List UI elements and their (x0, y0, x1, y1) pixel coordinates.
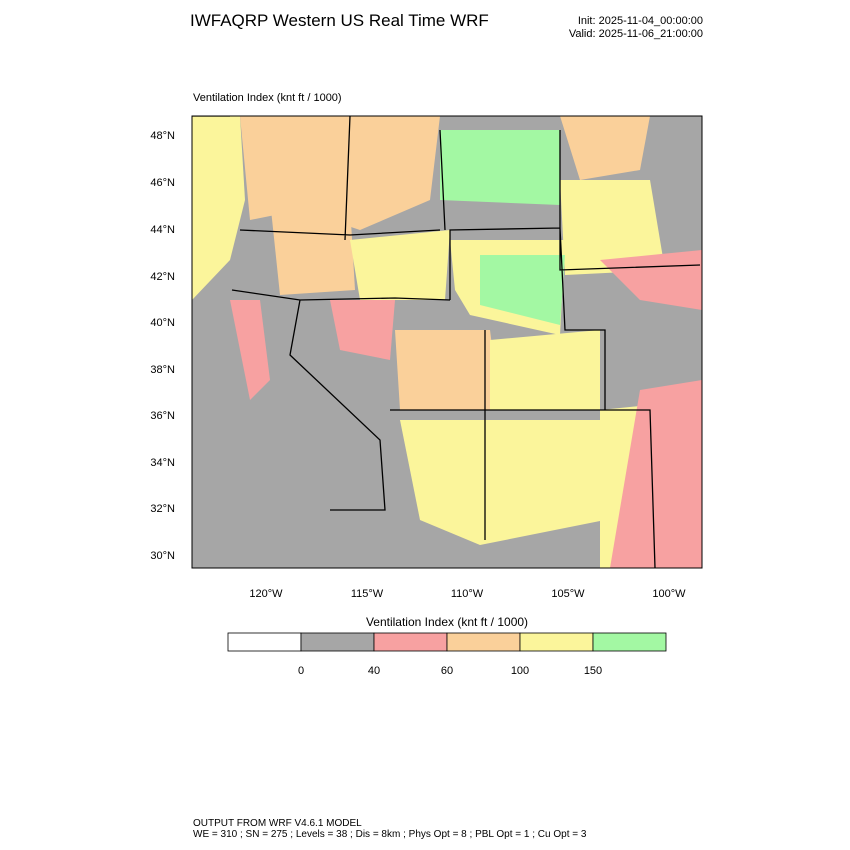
lon-label: 120°W (249, 588, 283, 600)
page-title: IWFAQRP Western US Real Time WRF (190, 11, 489, 30)
map (191, 115, 703, 569)
colorbar-swatch (300, 632, 375, 652)
colorbar-label: 40 (368, 665, 380, 677)
lat-labels: 48°N 46°N 44°N 42°N 40°N 38°N 36°N 34°N … (150, 130, 175, 562)
colorbar-swatch (373, 632, 448, 652)
lat-label: 42°N (150, 271, 175, 283)
lat-label: 40°N (150, 317, 175, 329)
colorbar-swatch (227, 632, 302, 652)
lat-label: 48°N (150, 130, 175, 142)
colorbar: 0 40 60 100 150 (227, 632, 667, 677)
colorbar-swatch (446, 632, 521, 652)
colorbar-title: Ventilation Index (knt ft / 1000) (366, 615, 528, 629)
colorbar-label: 100 (511, 665, 529, 677)
colorbar-label: 150 (584, 665, 602, 677)
valid-time: Valid: 2025-11-06_21:00:00 (569, 28, 703, 40)
footer-line: WE = 310 ; SN = 275 ; Levels = 38 ; Dis … (193, 829, 587, 840)
lon-labels: 120°W 115°W 110°W 105°W 100°W (249, 588, 686, 600)
lat-label: 36°N (150, 410, 175, 422)
lon-label: 110°W (451, 588, 484, 600)
lat-label: 44°N (150, 224, 175, 236)
lat-label: 46°N (150, 177, 175, 189)
lat-label: 34°N (150, 457, 175, 469)
lon-label: 115°W (351, 588, 384, 600)
lon-label: 105°W (551, 588, 585, 600)
lat-label: 38°N (150, 364, 175, 376)
lon-label: 100°W (652, 588, 686, 600)
lat-label: 30°N (150, 550, 175, 562)
footer-line: OUTPUT FROM WRF V4.6.1 MODEL (193, 818, 362, 829)
colorbar-label: 0 (298, 665, 304, 677)
lat-label: 32°N (150, 503, 175, 515)
map-title: Ventilation Index (knt ft / 1000) (193, 92, 342, 104)
colorbar-label: 60 (441, 665, 453, 677)
init-time: Init: 2025-11-04_00:00:00 (578, 15, 703, 27)
colorbar-swatch (592, 632, 667, 652)
colorbar-swatch (519, 632, 594, 652)
